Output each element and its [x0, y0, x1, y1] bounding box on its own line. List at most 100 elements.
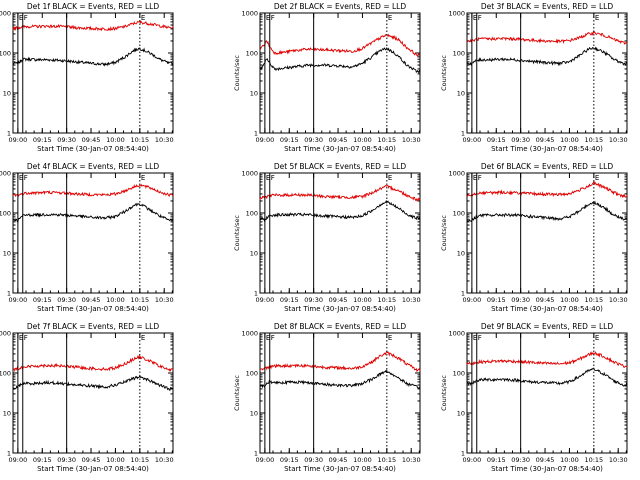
- events-line: [259, 369, 421, 389]
- marker-label: E: [595, 174, 599, 182]
- marker-label: E: [266, 14, 270, 22]
- y-tick-label: 1000: [241, 330, 258, 338]
- y-tick-label: 1: [7, 450, 11, 458]
- x-tick-label: 09:15: [280, 136, 299, 144]
- x-tick-label: 10:15: [130, 456, 149, 464]
- panel-det-4: Det 4f BLACK = Events, RED = LLD 1 10 100 10…: [0, 162, 174, 313]
- y-tick-label: 1: [461, 450, 465, 458]
- events-line: [259, 199, 421, 222]
- x-axis-label: Start Time (30-Jan-07 08:54:40): [284, 465, 396, 473]
- y-tick-label: 100: [453, 370, 465, 378]
- x-tick-label: 10:15: [377, 296, 396, 304]
- x-tick-label: 10:15: [377, 136, 396, 144]
- marker-label: F: [478, 174, 482, 182]
- y-tick-label: 10: [457, 410, 465, 418]
- events-line: [466, 200, 628, 223]
- lld-line: [259, 33, 421, 57]
- x-tick-label: 09:30: [511, 296, 530, 304]
- y-tick-label: 10: [250, 90, 258, 98]
- events-line: [12, 374, 174, 392]
- panel-det-2: Det 2f BLACK = Events, RED = LLD 1 10 100 10…: [233, 2, 421, 153]
- y-tick-label: 1: [254, 290, 258, 298]
- lld-line: [12, 20, 174, 32]
- marker-label: E: [141, 334, 145, 342]
- x-tick-label: 09:15: [33, 456, 52, 464]
- plot-frame: [12, 12, 174, 134]
- marker-label: F: [24, 334, 28, 342]
- x-tick-label: 09:30: [304, 296, 323, 304]
- x-tick-label: 09:15: [280, 456, 299, 464]
- x-tick-label: 10:30: [402, 296, 421, 304]
- y-tick-label: 100: [453, 50, 465, 58]
- y-tick-label: 100: [246, 210, 258, 218]
- marker-label: E: [141, 14, 145, 22]
- y-tick-label: 1000: [0, 170, 11, 178]
- panel-det-6: Det 6f BLACK = Events, RED = LLD 1 10 100 10…: [440, 162, 628, 313]
- marker-label: F: [271, 174, 275, 182]
- events-line: [259, 47, 421, 74]
- y-tick-label: 1: [461, 130, 465, 138]
- marker-label: E: [141, 174, 145, 182]
- chart-title: Det 4f BLACK = Events, RED = LLD: [27, 162, 160, 171]
- x-tick-label: 09:00: [9, 456, 28, 464]
- lld-line: [466, 31, 628, 45]
- y-tick-label: 1000: [241, 10, 258, 18]
- marker-label: F: [24, 14, 28, 22]
- x-tick-label: 10:00: [560, 456, 579, 464]
- x-axis-label: Start Time (30-Jan-07 08:54:40): [491, 465, 603, 473]
- lld-line: [466, 350, 628, 368]
- y-tick-label: 1: [254, 130, 258, 138]
- y-tick-label: 10: [3, 410, 11, 418]
- y-tick-label: 1000: [448, 170, 465, 178]
- marker-label: E: [388, 174, 392, 182]
- x-tick-label: 09:30: [511, 136, 530, 144]
- chart-title: Det 3f BLACK = Events, RED = LLD: [481, 2, 614, 11]
- x-tick-label: 09:00: [9, 296, 28, 304]
- x-tick-label: 10:00: [353, 456, 372, 464]
- x-tick-label: 09:15: [487, 296, 506, 304]
- y-tick-label: 1000: [448, 10, 465, 18]
- panel-det-5: Det 5f BLACK = Events, RED = LLD 1 10 100 10…: [233, 162, 421, 313]
- x-tick-label: 10:15: [584, 296, 603, 304]
- y-tick-label: 1: [254, 450, 258, 458]
- events-line: [466, 367, 628, 388]
- panel-det-7: Det 7f BLACK = Events, RED = LLD 1 10 100 10…: [0, 322, 174, 473]
- y-tick-label: 10: [457, 250, 465, 258]
- y-tick-label: 1000: [448, 330, 465, 338]
- x-tick-label: 10:30: [402, 136, 421, 144]
- x-tick-label: 09:15: [33, 296, 52, 304]
- y-tick-label: 100: [246, 370, 258, 378]
- y-tick-label: 10: [457, 90, 465, 98]
- lld-line: [259, 351, 421, 373]
- chart-title: Det 1f BLACK = Events, RED = LLD: [27, 2, 160, 11]
- y-tick-label: 10: [3, 90, 11, 98]
- y-axis-label: Counts/sec: [440, 55, 448, 91]
- x-tick-label: 10:00: [353, 136, 372, 144]
- x-axis-label: Start Time (30-Jan-07 08:54:40): [37, 465, 149, 473]
- marker-label: E: [19, 14, 23, 22]
- x-tick-label: 09:45: [329, 136, 348, 144]
- plot-frame: [12, 332, 174, 454]
- x-tick-label: 10:15: [130, 296, 149, 304]
- marker-label: E: [595, 334, 599, 342]
- x-tick-label: 09:00: [463, 456, 482, 464]
- y-tick-label: 10: [3, 250, 11, 258]
- chart-title: Det 9f BLACK = Events, RED = LLD: [481, 322, 614, 331]
- lld-line: [12, 183, 174, 198]
- plot-frame: [259, 332, 421, 454]
- y-tick-label: 10: [250, 250, 258, 258]
- x-tick-label: 09:30: [511, 456, 530, 464]
- x-axis-label: Start Time (30-Jan-07 08:54:40): [284, 145, 396, 153]
- x-tick-label: 09:45: [329, 456, 348, 464]
- y-tick-label: 100: [0, 210, 11, 218]
- x-tick-label: 09:45: [329, 296, 348, 304]
- x-tick-label: 09:00: [9, 136, 28, 144]
- x-tick-label: 10:30: [609, 136, 628, 144]
- x-axis-label: Start Time (30-Jan-07 08:54:40): [37, 305, 149, 313]
- y-tick-label: 1000: [0, 10, 11, 18]
- chart-title: Det 6f BLACK = Events, RED = LLD: [481, 162, 614, 171]
- y-tick-label: 1: [7, 290, 11, 298]
- marker-label: E: [19, 334, 23, 342]
- x-tick-label: 09:45: [536, 136, 555, 144]
- marker-label: E: [266, 334, 270, 342]
